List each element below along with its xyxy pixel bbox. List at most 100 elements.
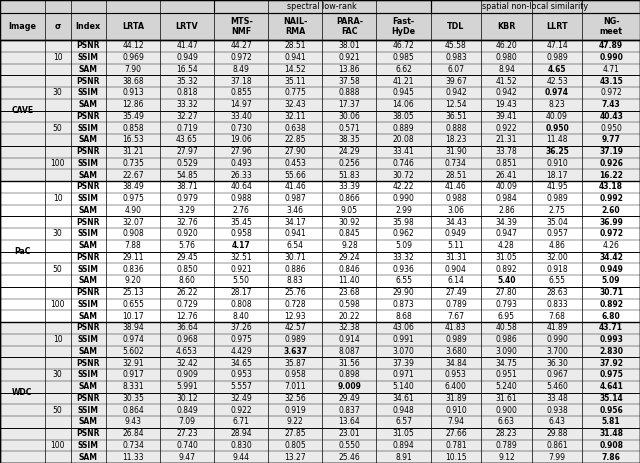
Text: 5.602: 5.602 [122,347,144,356]
Text: 30.71: 30.71 [284,253,306,262]
Text: 28.17: 28.17 [230,288,252,297]
Text: 32.91: 32.91 [122,359,144,368]
Text: 45.58: 45.58 [445,41,467,50]
Text: 26.33: 26.33 [230,171,252,180]
Text: PSNR: PSNR [77,429,100,438]
Text: 0.855: 0.855 [230,88,252,97]
Text: 30: 30 [52,370,63,379]
Text: 0.953: 0.953 [230,370,252,379]
Text: 0.729: 0.729 [176,300,198,309]
Text: 36.30: 36.30 [546,359,568,368]
Text: 6.14: 6.14 [447,276,464,285]
Text: 0.836: 0.836 [122,265,144,274]
Text: 27.80: 27.80 [495,288,517,297]
Text: 0.971: 0.971 [393,370,415,379]
Text: 31.21: 31.21 [122,147,144,156]
Text: 9.77: 9.77 [602,135,621,144]
Text: 29.88: 29.88 [547,429,568,438]
Text: 0.789: 0.789 [445,300,467,309]
Text: 41.89: 41.89 [547,323,568,332]
Text: 10: 10 [53,335,63,344]
Text: 0.789: 0.789 [495,441,517,450]
Text: SSIM: SSIM [77,370,99,379]
Text: 0.950: 0.950 [545,124,569,132]
Text: 0.979: 0.979 [176,194,198,203]
Bar [0,416,640,428]
Text: 0.453: 0.453 [284,159,306,168]
Bar [0,240,640,251]
Text: 3.680: 3.680 [445,347,467,356]
Text: 34.65: 34.65 [230,359,252,368]
Text: 0.851: 0.851 [495,159,517,168]
Bar [0,169,640,181]
Text: 43.71: 43.71 [599,323,623,332]
Text: 26.41: 26.41 [495,171,517,180]
Text: 14.06: 14.06 [393,100,415,109]
Text: 0.941: 0.941 [284,53,306,62]
Text: 5.09: 5.09 [395,241,412,250]
Text: 0.900: 0.900 [495,406,517,415]
Text: SSIM: SSIM [77,265,99,274]
Text: 39.41: 39.41 [495,112,517,121]
Text: 35.11: 35.11 [285,76,306,86]
Text: 0.986: 0.986 [495,335,517,344]
Text: 24.29: 24.29 [339,147,360,156]
Bar [0,322,640,334]
Text: 29.24: 29.24 [339,253,360,262]
Text: 0.849: 0.849 [176,406,198,415]
Text: 0.256: 0.256 [339,159,360,168]
Bar [0,122,640,134]
Text: PaC: PaC [14,247,31,256]
Text: 35.04: 35.04 [546,218,568,226]
Text: 37.58: 37.58 [339,76,360,86]
Text: 7.94: 7.94 [447,417,465,426]
Text: 0.898: 0.898 [339,370,360,379]
Text: 0.922: 0.922 [495,124,517,132]
Text: 0.988: 0.988 [445,194,467,203]
Text: 6.80: 6.80 [602,312,621,320]
Text: 32.43: 32.43 [284,100,306,109]
Bar [0,146,640,157]
Text: 0.571: 0.571 [339,124,360,132]
Text: 5.50: 5.50 [233,276,250,285]
Text: 0.833: 0.833 [546,300,568,309]
Text: 0.830: 0.830 [230,441,252,450]
Text: 38.68: 38.68 [122,76,144,86]
Bar [0,299,640,310]
Text: 5.557: 5.557 [230,382,252,391]
Text: MTS-
NMF: MTS- NMF [230,17,253,36]
Text: 3.637: 3.637 [284,347,307,356]
Text: 32.27: 32.27 [176,112,198,121]
Text: 31.90: 31.90 [445,147,467,156]
Text: 30.71: 30.71 [599,288,623,297]
Text: 9.009: 9.009 [337,382,362,391]
Text: 9.05: 9.05 [341,206,358,215]
Text: 28.23: 28.23 [496,429,517,438]
Text: 42.53: 42.53 [546,76,568,86]
Text: 9.44: 9.44 [233,453,250,462]
Text: 42.57: 42.57 [284,323,306,332]
Text: 9.20: 9.20 [125,276,141,285]
Text: 35.32: 35.32 [176,76,198,86]
Text: 23.01: 23.01 [339,429,360,438]
Text: 43.06: 43.06 [392,323,415,332]
Text: 0.926: 0.926 [599,159,623,168]
Text: 7.86: 7.86 [602,453,621,462]
Text: 12.93: 12.93 [285,312,306,320]
Text: 100: 100 [51,159,65,168]
Bar [0,404,640,416]
Text: 0.972: 0.972 [599,229,623,238]
Text: 38.05: 38.05 [393,112,415,121]
Text: 3.46: 3.46 [287,206,304,215]
Text: 0.493: 0.493 [230,159,252,168]
Text: 6.54: 6.54 [287,241,304,250]
Text: 23.68: 23.68 [339,288,360,297]
Text: 4.429: 4.429 [230,347,252,356]
Text: 8.087: 8.087 [339,347,360,356]
Bar [0,111,640,122]
Text: 35.49: 35.49 [122,112,144,121]
Text: PSNR: PSNR [77,147,100,156]
Text: spatial non-local similarity: spatial non-local similarity [482,2,588,11]
Text: 21.31: 21.31 [496,135,517,144]
Text: 22.67: 22.67 [122,171,144,180]
